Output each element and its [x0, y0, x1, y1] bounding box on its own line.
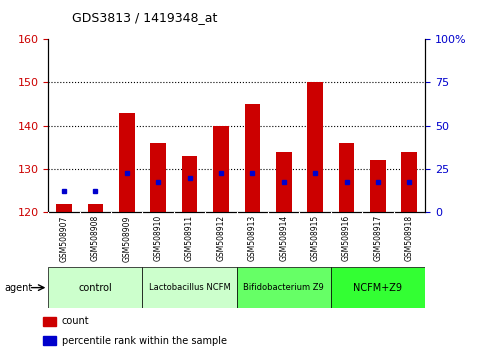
Bar: [370, 160, 386, 212]
Bar: [119, 113, 135, 212]
Bar: [213, 126, 229, 212]
Text: NCFM+Z9: NCFM+Z9: [354, 282, 402, 293]
Bar: [43, 316, 56, 326]
FancyBboxPatch shape: [331, 267, 425, 308]
Text: GSM508916: GSM508916: [342, 215, 351, 261]
Text: GSM508915: GSM508915: [311, 215, 320, 261]
Text: GSM508907: GSM508907: [59, 215, 69, 262]
Text: GSM508911: GSM508911: [185, 215, 194, 261]
Bar: [339, 143, 355, 212]
Bar: [56, 204, 72, 212]
Bar: [244, 104, 260, 212]
Text: Bifidobacterium Z9: Bifidobacterium Z9: [243, 283, 324, 292]
Text: count: count: [62, 316, 89, 326]
Text: GSM508913: GSM508913: [248, 215, 257, 261]
Text: GSM508910: GSM508910: [154, 215, 163, 261]
Text: GSM508918: GSM508918: [405, 215, 414, 261]
Text: GSM508914: GSM508914: [279, 215, 288, 261]
Text: agent: agent: [5, 282, 33, 293]
Text: GSM508912: GSM508912: [216, 215, 226, 261]
FancyBboxPatch shape: [237, 267, 331, 308]
Bar: [150, 143, 166, 212]
Bar: [276, 152, 292, 212]
Text: GSM508917: GSM508917: [373, 215, 383, 261]
Bar: [307, 82, 323, 212]
FancyBboxPatch shape: [142, 267, 237, 308]
Text: Lactobacillus NCFM: Lactobacillus NCFM: [149, 283, 230, 292]
Text: percentile rank within the sample: percentile rank within the sample: [62, 336, 227, 346]
FancyBboxPatch shape: [48, 267, 142, 308]
Text: GSM508909: GSM508909: [122, 215, 131, 262]
Text: control: control: [79, 282, 112, 293]
Text: GDS3813 / 1419348_at: GDS3813 / 1419348_at: [72, 11, 217, 24]
Bar: [43, 336, 56, 346]
Bar: [87, 204, 103, 212]
Bar: [182, 156, 198, 212]
Text: GSM508908: GSM508908: [91, 215, 100, 261]
Bar: [401, 152, 417, 212]
